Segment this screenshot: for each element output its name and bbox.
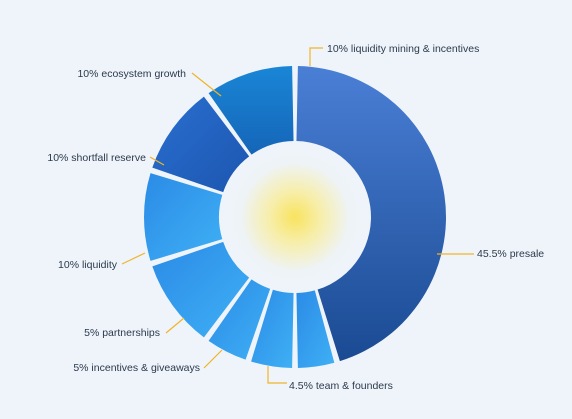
- slice-presale: [296, 66, 446, 362]
- slice-label: 5% incentives & giveaways: [73, 362, 200, 374]
- donut-center-glow: [222, 144, 368, 290]
- slice-ecosystem-growth: [152, 96, 250, 193]
- leader-line: [203, 349, 223, 369]
- slice-label: 4.5% team & founders: [289, 380, 393, 392]
- slice-label: 5% partnerships: [84, 327, 160, 339]
- slice-label: 10% liquidity: [58, 259, 118, 271]
- leader-line: [309, 47, 323, 66]
- slice-label: 10% ecosystem growth: [77, 68, 186, 80]
- slice-label: 10% liquidity mining & incentives: [327, 43, 479, 55]
- slice-incentives-giveaways: [251, 289, 294, 368]
- leader-line: [191, 72, 222, 97]
- slice-team-founders: [296, 290, 335, 368]
- slice-liquidity: [152, 241, 250, 338]
- slice-shortfall-reserve: [143, 173, 223, 261]
- leader-line: [267, 366, 287, 384]
- slice-liquidity-mining: [208, 66, 294, 155]
- leader-line: [121, 252, 146, 265]
- leader-line: [149, 156, 165, 166]
- leader-line: [165, 317, 185, 334]
- slice-partnerships: [208, 279, 271, 360]
- slice-label: 45.5% presale: [477, 248, 544, 260]
- slice-label: 10% shortfall reserve: [47, 152, 146, 164]
